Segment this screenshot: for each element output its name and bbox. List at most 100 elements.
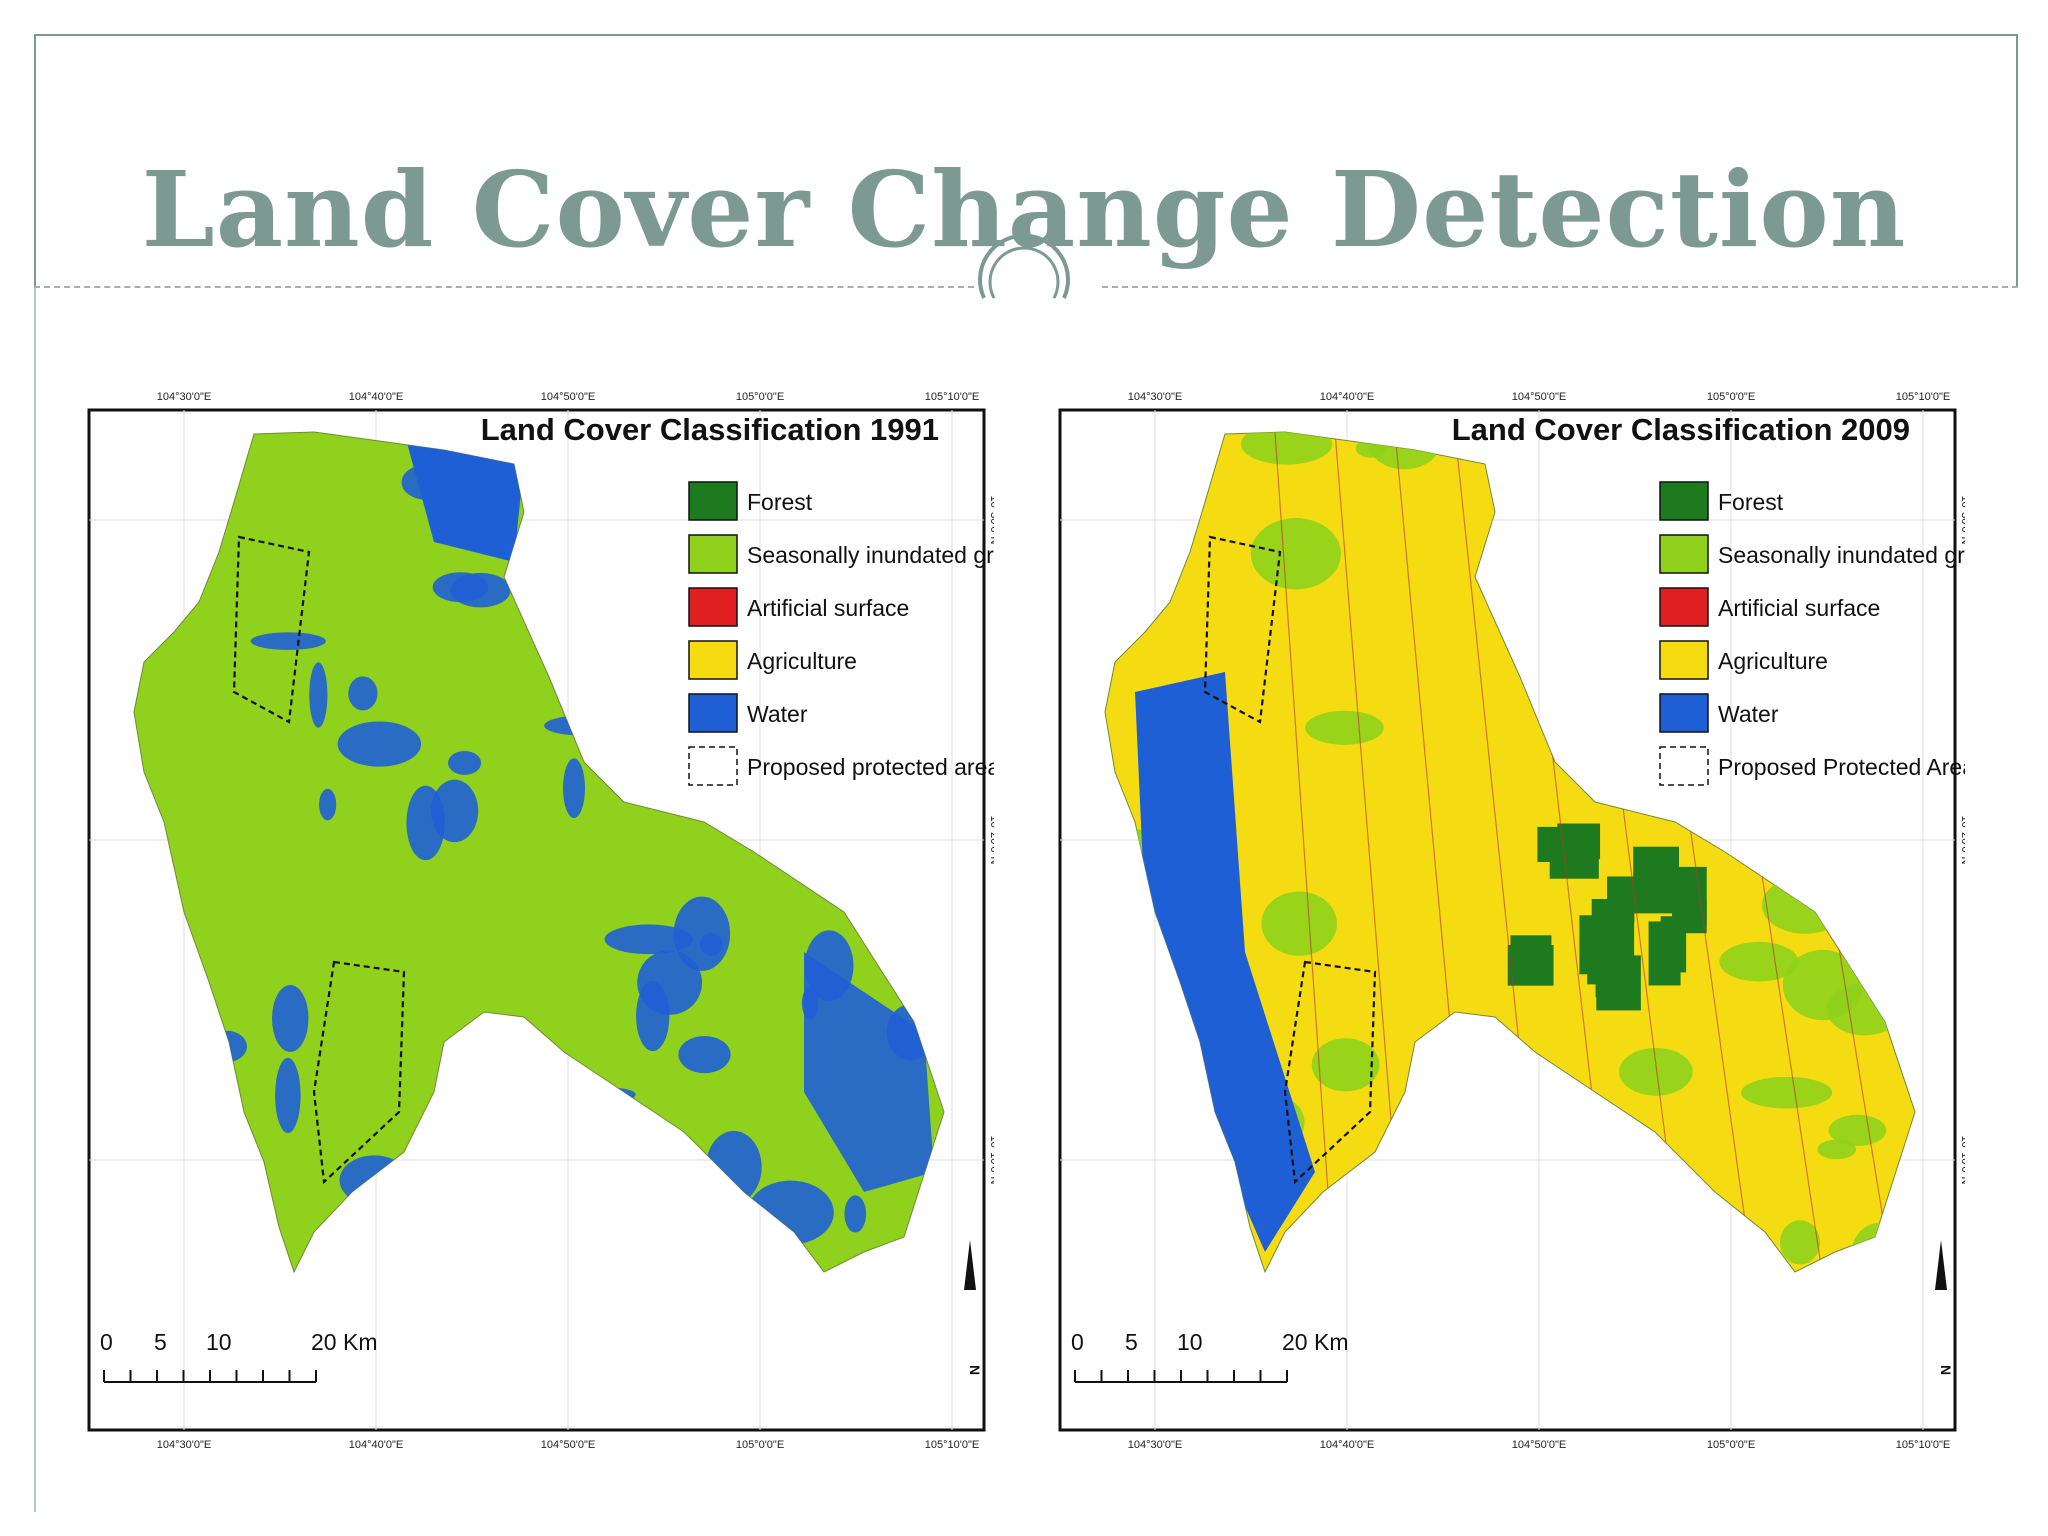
forest-block — [1633, 846, 1680, 914]
land-patch — [673, 896, 731, 971]
north-arrow-label: N — [1938, 1365, 1954, 1375]
land-patch — [319, 788, 337, 821]
land-cover-map-2009: Land Cover Classification 2009 Forest Seas… — [1055, 370, 1965, 1450]
land-patch — [1305, 710, 1384, 745]
top-coordinate-label: 105°10'0"E — [1896, 391, 1950, 403]
legend-swatch — [1659, 640, 1709, 680]
land-base — [1104, 431, 1916, 1274]
bottom-coordinate-label: 104°40'0"E — [1320, 1439, 1374, 1450]
legend-label: Forest — [747, 489, 813, 515]
land-patch — [272, 984, 309, 1052]
forest-block — [1648, 921, 1681, 986]
land-patch — [1817, 1139, 1857, 1160]
scale-bar-label: 10 — [1177, 1329, 1203, 1355]
scale-bar-label: 5 — [1125, 1329, 1138, 1355]
legend-swatch — [688, 746, 738, 786]
north-arrow-icon — [1935, 1240, 1947, 1290]
slide-frame-left-edge — [34, 286, 36, 1512]
land-patch — [406, 785, 445, 861]
legend-swatch — [688, 640, 738, 680]
land-patch — [450, 572, 511, 608]
legend-swatch — [1659, 481, 1709, 521]
bottom-coordinate-label: 105°0'0"E — [1707, 1439, 1755, 1450]
land-patch — [337, 721, 422, 767]
bottom-coordinate-label: 105°10'0"E — [1896, 1439, 1950, 1450]
north-arrow-icon — [964, 1240, 976, 1290]
slide-title: Land Cover Change Detection — [141, 147, 1907, 271]
right-coordinate-label: 10°10'0"N — [1959, 1136, 1965, 1185]
divider-right — [1102, 286, 2018, 288]
legend-swatch — [1659, 693, 1709, 733]
legend-swatch — [1659, 746, 1709, 786]
land-patch — [1250, 518, 1341, 590]
forest-block — [1507, 945, 1554, 986]
land-patch — [678, 1035, 731, 1074]
land-patch — [1311, 1038, 1380, 1092]
land-area — [1104, 431, 1916, 1274]
right-coordinate-label: 10°10'0"N — [988, 1136, 994, 1185]
top-coordinate-label: 104°40'0"E — [1320, 391, 1374, 403]
top-coordinate-label: 104°50'0"E — [1512, 391, 1566, 403]
bottom-coordinate-label: 104°50'0"E — [541, 1439, 595, 1450]
left-coordinate-label: 10°10'0"N — [1055, 1135, 1056, 1184]
land-patch — [562, 758, 585, 819]
legend-label: Seasonally inundated grassland — [747, 542, 994, 568]
water-patch-east — [804, 952, 934, 1192]
bottom-coordinate-label: 105°0'0"E — [736, 1439, 784, 1450]
scale-bar-label: 0 — [100, 1329, 113, 1355]
scale-bar-label: 20 Km — [311, 1329, 377, 1355]
legend-label: Artificial surface — [747, 595, 909, 621]
land-patch — [637, 950, 703, 1015]
circle-ring-icon — [978, 233, 1070, 299]
legend-label: Water — [1718, 701, 1779, 727]
map-title: Land Cover Classification 2009 — [1452, 412, 1910, 447]
scale-bar-label: 0 — [1071, 1329, 1084, 1355]
land-patch — [1261, 891, 1337, 956]
legend-label: Artificial surface — [1718, 595, 1880, 621]
right-coordinate-label: 10°30'0"N — [988, 496, 994, 545]
bottom-coordinate-label: 105°10'0"E — [925, 1439, 979, 1450]
land-patch — [844, 1195, 867, 1233]
protected-area-outline-south — [1283, 960, 1377, 1185]
legend-swatch — [688, 481, 738, 521]
bottom-coordinate-label: 104°30'0"E — [157, 1439, 211, 1450]
map-title: Land Cover Classification 1991 — [481, 412, 939, 447]
forest-block — [1537, 826, 1576, 863]
legend-label: Agriculture — [1718, 648, 1828, 674]
land-patch — [275, 1057, 301, 1134]
bottom-coordinate-label: 104°30'0"E — [1128, 1439, 1182, 1450]
legend-label: Seasonally inundated grassland — [1718, 542, 1965, 568]
water-patch-west — [1135, 672, 1315, 1252]
legend-label: Forest — [1718, 489, 1784, 515]
left-coordinate-label: 10°20'0"N — [84, 815, 85, 864]
land-patch — [348, 676, 378, 711]
land-patch — [604, 924, 693, 955]
scale-bar-label: 20 Km — [1282, 1329, 1348, 1355]
land-patch — [1719, 941, 1799, 982]
land-patch — [448, 750, 482, 775]
protected-area-outline-north — [232, 535, 311, 724]
scale-bar-label: 5 — [154, 1329, 167, 1355]
top-coordinate-label: 105°0'0"E — [736, 391, 784, 403]
top-coordinate-label: 104°50'0"E — [541, 391, 595, 403]
protected-area-outline-south — [312, 960, 406, 1185]
protected-area-outline-north — [1203, 535, 1282, 724]
legend-swatch — [688, 587, 738, 627]
land-patch — [309, 662, 328, 728]
water-patch-north — [404, 432, 524, 562]
divider-left — [34, 286, 974, 288]
slide-frame — [34, 34, 2018, 286]
bottom-coordinate-label: 104°50'0"E — [1512, 1439, 1566, 1450]
legend-label: Proposed Protected Areas — [1718, 754, 1965, 780]
legend-swatch — [688, 534, 738, 574]
land-patch — [250, 632, 326, 650]
land-patch — [1779, 1220, 1820, 1265]
left-coordinate-label: 10°20'0"N — [1055, 815, 1056, 864]
land-cover-map-1991: Land Cover Classification 1991 Forest Seas… — [84, 370, 994, 1450]
left-coordinate-label: 10°30'0"N — [1055, 495, 1056, 544]
legend-swatch — [1659, 587, 1709, 627]
right-coordinate-label: 10°20'0"N — [988, 816, 994, 865]
bottom-coordinate-label: 104°40'0"E — [349, 1439, 403, 1450]
land-patch — [1741, 1076, 1833, 1109]
scale-bar-label: 10 — [206, 1329, 232, 1355]
